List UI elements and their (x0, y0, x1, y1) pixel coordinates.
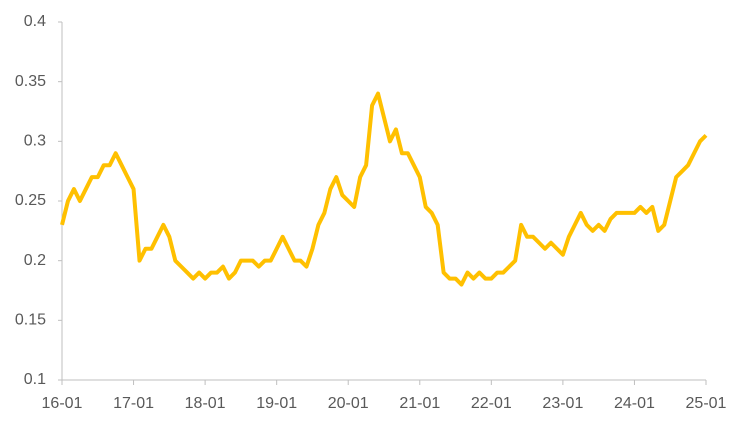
y-tick-label: 0.15 (15, 312, 46, 329)
y-tick-label: 0.1 (24, 371, 46, 388)
x-tick-label: 22-01 (471, 395, 512, 412)
x-tick-label: 20-01 (328, 395, 369, 412)
x-tick-label: 17-01 (113, 395, 154, 412)
x-tick-label: 23-01 (542, 395, 583, 412)
x-tick-label: 18-01 (185, 395, 226, 412)
x-tick-label: 21-01 (399, 395, 440, 412)
x-tick-label: 16-01 (42, 395, 83, 412)
y-tick-label: 0.3 (24, 133, 46, 150)
y-tick-label: 0.2 (24, 252, 46, 269)
y-tick-label: 0.25 (15, 192, 46, 209)
x-tick-label: 24-01 (614, 395, 655, 412)
x-tick-label: 25-01 (686, 395, 727, 412)
x-tick-label: 19-01 (256, 395, 297, 412)
y-tick-label: 0.35 (15, 73, 46, 90)
data-line (60, 91, 708, 287)
y-tick-label: 0.4 (24, 13, 46, 30)
